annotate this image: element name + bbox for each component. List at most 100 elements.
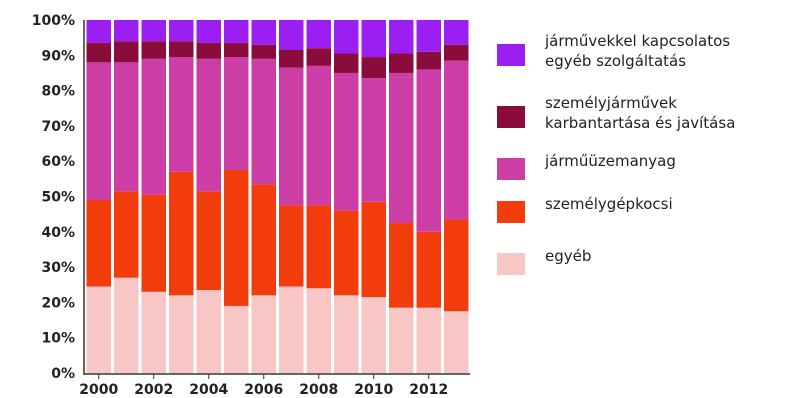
bar-segment-2012-series-1 <box>416 231 441 308</box>
x-tick-label: 2000 <box>79 382 118 398</box>
bar-segment-2001-series-2 <box>114 62 139 192</box>
bar-segment-2004-series-4 <box>196 20 221 43</box>
legend: járművekkel kapcsolatos egyéb szolgáltatá… <box>497 32 735 275</box>
bar-segment-2000-series-4 <box>86 20 111 43</box>
bar-segment-2013-series-0 <box>444 311 469 373</box>
x-tick-label: 2004 <box>189 382 228 398</box>
bar-segment-2002-series-0 <box>141 291 166 373</box>
legend-label: egyéb szolgáltatás <box>545 52 686 70</box>
bar-segment-2005-series-1 <box>224 170 249 306</box>
x-tick-label: 2006 <box>244 382 283 398</box>
bar-segment-2007-series-1 <box>279 205 304 287</box>
bar-segment-2008-series-1 <box>306 205 331 289</box>
legend-label: személyjárművek <box>545 94 677 112</box>
bar-segment-2008-series-4 <box>306 20 331 49</box>
bar-segment-2001-series-3 <box>114 41 139 63</box>
bar-segment-2012-series-3 <box>416 51 441 70</box>
bar-segment-2010-series-0 <box>361 297 386 373</box>
bar-segment-2003-series-3 <box>169 41 194 58</box>
bar-segment-2013-series-2 <box>444 60 469 220</box>
y-axis: 0% 10% 20% 30% 40% 50% 60% 70% 80% 90% 100% <box>32 13 85 382</box>
bar-segment-2007-series-0 <box>279 286 304 373</box>
bar-segment-2006-series-3 <box>251 44 276 59</box>
bar-segment-2009-series-2 <box>334 72 359 211</box>
x-tick-label: 2010 <box>354 382 393 398</box>
bar-segment-2010-series-3 <box>361 57 386 79</box>
legend-swatch <box>497 201 525 223</box>
bar-segment-2008-series-0 <box>306 288 331 373</box>
bar-segment-2008-series-3 <box>306 48 331 66</box>
bar-segment-2002-series-2 <box>141 58 166 195</box>
x-tick-label: 2012 <box>409 382 448 398</box>
y-tick-label: 70% <box>41 119 75 135</box>
bar-segment-2000-series-0 <box>86 286 111 373</box>
y-tick-label: 0% <box>51 366 75 382</box>
bar-segment-2010-series-1 <box>361 201 386 298</box>
bar-segment-2003-series-0 <box>169 295 194 373</box>
x-tick-label: 2008 <box>299 382 338 398</box>
y-tick-label: 100% <box>32 13 75 29</box>
y-tick-label: 10% <box>41 331 75 347</box>
y-tick-label: 50% <box>41 190 75 206</box>
bar-segment-2013-series-3 <box>444 44 469 61</box>
bar-segment-2011-series-2 <box>389 72 414 223</box>
y-tick-label: 40% <box>41 225 75 241</box>
bar-segment-2011-series-1 <box>389 222 414 308</box>
bar-segment-2009-series-4 <box>334 20 359 54</box>
bar-segment-2001-series-1 <box>114 191 139 278</box>
y-tick-label: 80% <box>41 84 75 100</box>
bar-segment-2000-series-1 <box>86 200 111 287</box>
bar-segment-2007-series-3 <box>279 50 304 68</box>
bar-segment-2002-series-4 <box>141 20 166 42</box>
legend-label: járművekkel kapcsolatos <box>544 32 730 50</box>
legend-swatch <box>497 253 525 275</box>
bar-area <box>86 20 469 373</box>
legend-label: járműüzemanyag <box>544 152 676 170</box>
legend-label: karbantartása és javítása <box>545 114 735 132</box>
bar-segment-2005-series-2 <box>224 57 249 171</box>
y-tick-label: 30% <box>41 260 75 276</box>
y-tick-label: 90% <box>41 48 75 64</box>
bar-segment-2006-series-0 <box>251 295 276 373</box>
bar-segment-2006-series-4 <box>251 20 276 45</box>
bar-segment-2003-series-4 <box>169 20 194 42</box>
bar-segment-2002-series-3 <box>141 41 166 59</box>
bar-segment-2013-series-4 <box>444 20 469 45</box>
bar-segment-2009-series-3 <box>334 53 359 73</box>
bar-segment-2006-series-2 <box>251 58 276 185</box>
bar-segment-2003-series-2 <box>169 57 194 172</box>
bar-segment-2004-series-3 <box>196 42 221 59</box>
bar-segment-2003-series-1 <box>169 171 194 296</box>
y-tick-label: 20% <box>41 295 75 311</box>
bar-segment-2009-series-1 <box>334 210 359 296</box>
y-tick-label: 60% <box>41 154 75 170</box>
bar-segment-2001-series-4 <box>114 20 139 42</box>
bar-segment-2004-series-2 <box>196 58 221 192</box>
bar-segment-2010-series-4 <box>361 20 386 58</box>
bar-segment-2011-series-3 <box>389 53 414 73</box>
x-axis: 2000 2002 2004 2006 2008 2010 2012 <box>79 373 470 398</box>
bar-segment-2010-series-2 <box>361 78 386 202</box>
bar-segment-2009-series-0 <box>334 295 359 373</box>
bar-segment-2013-series-1 <box>444 219 469 312</box>
bar-segment-2005-series-3 <box>224 42 249 58</box>
bar-segment-2012-series-2 <box>416 69 441 232</box>
bar-segment-2012-series-4 <box>416 20 441 52</box>
bar-segment-2004-series-0 <box>196 290 221 373</box>
bar-segment-2007-series-4 <box>279 20 304 50</box>
bar-segment-2011-series-0 <box>389 307 414 373</box>
bar-segment-2011-series-4 <box>389 20 414 54</box>
legend-label: egyéb <box>545 247 591 265</box>
x-tick-label: 2002 <box>134 382 173 398</box>
bar-segment-2007-series-2 <box>279 67 304 206</box>
bar-segment-2005-series-0 <box>224 305 249 373</box>
legend-swatch <box>497 158 525 180</box>
bar-segment-2001-series-0 <box>114 277 139 373</box>
bar-segment-2000-series-2 <box>86 62 111 201</box>
bar-segment-2006-series-1 <box>251 184 276 296</box>
bar-segment-2000-series-3 <box>86 42 111 63</box>
bar-segment-2005-series-4 <box>224 20 249 43</box>
legend-label: személygépkocsi <box>545 195 673 213</box>
bar-segment-2002-series-1 <box>141 194 166 292</box>
